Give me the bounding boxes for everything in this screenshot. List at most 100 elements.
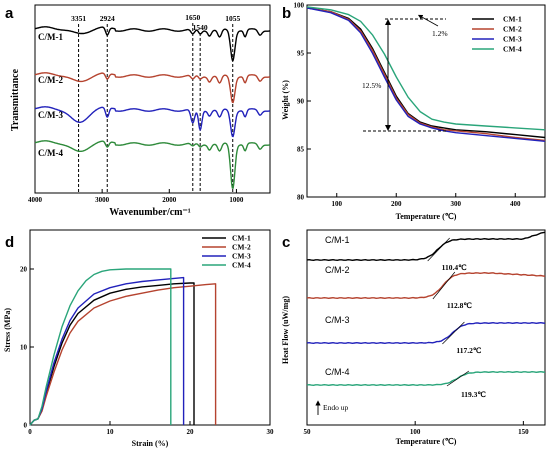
- panel-c-frame: [306, 229, 546, 426]
- b-ytick-label-95: 95: [297, 50, 305, 58]
- c-xtick-label-50: 50: [304, 428, 312, 436]
- panel-d-xlabel: Strain (%): [132, 439, 169, 448]
- b-legend-label-cm-1: CM-1: [503, 15, 522, 24]
- d-legend-label-cm-1: CM-1: [232, 234, 251, 243]
- d-curve-cm-2: [29, 283, 217, 426]
- a-xtick-label-2000: 2000: [162, 196, 177, 204]
- b-annot-2: 12.5%: [362, 81, 381, 90]
- panel-b-legend: CM-1CM-2CM-3CM-4: [472, 15, 522, 54]
- c-transition-label-c-m-1: 110.4℃: [442, 263, 467, 272]
- panel-d: d Stress (MPa) Strain (%) 0 10 20 30 0 10 20 C…: [3, 229, 275, 448]
- c-series-label-c-m-3: C/M-3: [325, 315, 350, 325]
- c-curve-c-m-1: [306, 231, 546, 261]
- b-legend-label-cm-2: CM-2: [503, 25, 522, 34]
- b-curve-cm-4: [306, 6, 546, 131]
- a-series-label-c-m-2: C/M-2: [38, 75, 63, 85]
- panel-c-curves: [306, 231, 546, 387]
- a-peak-label-1540: 1540: [193, 23, 208, 32]
- b-annot-1: 1.2%: [432, 29, 448, 38]
- panel-a-xticks: 4000 3000 2000 1000: [28, 189, 244, 204]
- b-ytick-label-85: 85: [297, 146, 305, 154]
- b-xtick-label-200: 200: [391, 200, 402, 208]
- a-series-label-c-m-1: C/M-1: [38, 32, 63, 42]
- d-ytick-label-20: 20: [20, 266, 28, 274]
- c-transition-label-c-m-2: 112.8℃: [447, 301, 472, 310]
- d-curve-cm-4: [29, 268, 172, 426]
- c-curve-c-m-3: [306, 322, 546, 344]
- panel-d-curves: [29, 268, 217, 426]
- a-peak-label-1650: 1650: [185, 13, 200, 22]
- d-xtick-label-10: 10: [107, 428, 115, 436]
- b-xtick-label-300: 300: [451, 200, 462, 208]
- d-xtick-label-30: 30: [267, 428, 275, 436]
- a-curve-c-m-3: [34, 106, 271, 138]
- a-xtick-label-1000: 1000: [229, 196, 244, 204]
- panel-a-curves: [34, 26, 271, 189]
- panel-d-frame: [29, 229, 271, 426]
- panel-b-annotations: 1.2% 12.5%: [362, 14, 448, 132]
- a-peak-label-2924: 2924: [100, 14, 115, 23]
- panel-d-ylabel: Stress (MPa): [3, 308, 12, 352]
- a-peak-label-1055: 1055: [225, 14, 240, 23]
- c-tangent-c-m-2: [432, 271, 456, 300]
- d-curve-cm-3: [29, 276, 185, 426]
- b-legend-label-cm-4: CM-4: [503, 45, 522, 54]
- c-tangent-c-m-4: [446, 370, 470, 387]
- panel-b-xlabel: Temperature (℃): [396, 212, 457, 221]
- c-transition-label-c-m-4: 119.3℃: [461, 390, 486, 399]
- panel-a-series-labels: C/M-1 C/M-2 C/M-3 C/M-4: [38, 32, 63, 158]
- panel-c-label: c: [282, 234, 290, 251]
- d-legend-label-cm-2: CM-2: [232, 243, 251, 252]
- c-curve-c-m-4: [306, 371, 546, 386]
- panel-b-ylabel: Weight (%): [281, 80, 290, 120]
- c-series-label-c-m-2: C/M-2: [325, 265, 350, 275]
- panel-c-xlabel: Temperature (℃): [396, 437, 457, 446]
- c-endo-note: Endo up: [323, 403, 348, 412]
- a-curve-c-m-2: [34, 72, 271, 104]
- panel-a: a Transmittance Wavenumber/cm⁻¹ 4000 3000…: [5, 4, 271, 218]
- a-series-label-c-m-4: C/M-4: [38, 148, 63, 158]
- d-xtick-label-0: 0: [28, 428, 32, 436]
- panel-a-label: a: [5, 5, 14, 22]
- a-curve-c-m-4: [34, 140, 271, 189]
- panel-c-labels: C/M-1 110.4℃ C/M-2 112.8℃ C/M-3 117.2℃ C/M-4 11…: [325, 235, 486, 399]
- panel-c-ylabel: Heat Flow (uW/mg): [281, 296, 290, 364]
- panel-d-label: d: [5, 234, 14, 251]
- c-series-label-c-m-1: C/M-1: [325, 235, 350, 245]
- b-xtick-label-100: 100: [332, 200, 343, 208]
- panel-b-curves: [306, 6, 546, 142]
- d-ytick-label-10: 10: [20, 344, 28, 352]
- panel-b-label: b: [282, 5, 291, 22]
- c-xtick-label-150: 150: [518, 428, 529, 436]
- a-peak-label-3351: 3351: [71, 14, 86, 23]
- b-arrow-small: [417, 14, 439, 27]
- b-ytick-label-90: 90: [297, 98, 305, 106]
- c-series-label-c-m-4: C/M-4: [325, 367, 350, 377]
- panel-c-ticks: 50 100 150: [304, 421, 529, 436]
- panel-a-frame: [34, 4, 271, 194]
- a-series-label-c-m-3: C/M-3: [38, 110, 63, 120]
- b-ytick-label-100: 100: [294, 2, 305, 10]
- a-xtick-label-3000: 3000: [95, 196, 110, 204]
- panel-c: c Heat Flow (uW/mg) Temperature (℃) 50 10…: [281, 229, 546, 446]
- b-curve-cm-3: [306, 7, 546, 142]
- a-xtick-label-4000: 4000: [28, 196, 43, 204]
- b-xtick-label-400: 400: [510, 200, 521, 208]
- panel-b-ticks: 100 200 300 400 80 85 90 95 100: [294, 2, 522, 209]
- c-tangent-c-m-1: [427, 237, 450, 262]
- b-ytick-label-80: 80: [297, 194, 305, 202]
- panel-a-ylabel: Transmittance: [10, 68, 21, 131]
- panel-d-legend: CM-1CM-2CM-3CM-4: [202, 234, 251, 270]
- b-curve-cm-2: [306, 7, 546, 142]
- d-ytick-label-0: 0: [24, 422, 28, 430]
- b-legend-label-cm-3: CM-3: [503, 35, 522, 44]
- a-curve-c-m-1: [34, 26, 271, 62]
- c-curve-c-m-2: [306, 272, 546, 299]
- panel-b: b Weight (%) Temperature (℃) 100 200 300 40…: [281, 2, 546, 221]
- d-xtick-label-20: 20: [187, 428, 195, 436]
- d-legend-label-cm-4: CM-4: [232, 261, 251, 270]
- panel-a-xlabel: Wavenumber/cm⁻¹: [109, 207, 191, 218]
- c-tangent-c-m-3: [442, 321, 465, 345]
